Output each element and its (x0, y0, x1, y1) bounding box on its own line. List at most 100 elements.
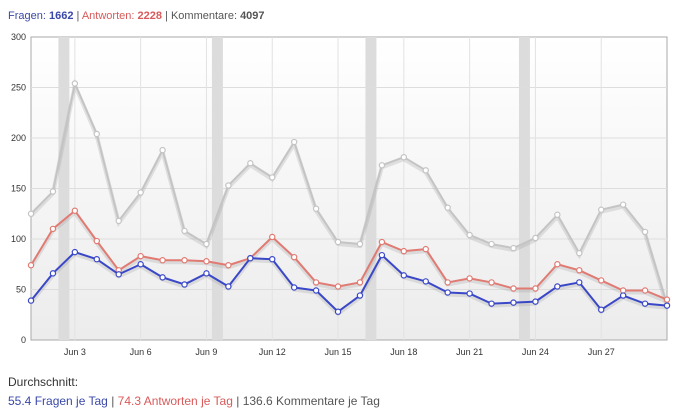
x-axis: Jun 3 Jun 6 Jun 9 Jun 12 Jun 15 Jun 18 Jun 21 J… (64, 347, 615, 357)
comments-point (269, 174, 276, 181)
questions-point (598, 306, 605, 313)
x-tick-label: Jun 21 (456, 347, 483, 357)
comments-point (71, 80, 79, 87)
questions-point (619, 292, 627, 299)
answers-line (30, 209, 668, 301)
comments-point (247, 160, 254, 167)
answers-point (554, 261, 561, 268)
answers-point (532, 285, 539, 292)
y-tick-label: 0 (21, 335, 26, 345)
answers-point (576, 267, 583, 274)
comments-point (510, 244, 517, 252)
questions-point (641, 300, 649, 307)
answers-point (49, 225, 57, 233)
answers-point (71, 207, 79, 214)
comments-point (576, 249, 583, 257)
y-tick-label: 150 (11, 184, 26, 194)
comments-point (532, 234, 539, 242)
answers-point (290, 253, 298, 261)
comments-label: Kommentare: (170, 10, 237, 22)
questions-point (49, 270, 57, 277)
grid-lines (31, 37, 667, 340)
separator: | (236, 394, 240, 408)
comments-point (422, 167, 429, 174)
questions-average: 55.4 Fragen je Tag (8, 394, 108, 408)
questions-point (400, 272, 408, 279)
x-tick-label: Jun 9 (195, 347, 217, 357)
questions-point (510, 299, 517, 306)
comments-point (27, 210, 35, 217)
comments-average: 136.6 Kommentare je Tag (242, 394, 380, 408)
questions-point (488, 300, 495, 307)
answers-point (356, 279, 364, 286)
questions-point (225, 283, 232, 290)
questions-total: 1662 (48, 10, 74, 22)
answers-label: Antworten: (81, 10, 135, 22)
questions-point (444, 289, 451, 296)
comments-point (466, 231, 473, 239)
answers-point (159, 257, 166, 264)
x-tick-label: Jun 24 (522, 347, 549, 357)
answers-point (181, 257, 188, 264)
x-tick-label: Jun 15 (325, 347, 352, 357)
questions-point (290, 284, 298, 291)
comments-point (378, 162, 386, 169)
x-tick-label: Jun 3 (64, 347, 86, 357)
comments-point (334, 238, 342, 246)
answers-point (510, 285, 517, 292)
answers-point (444, 279, 451, 286)
comments-point (137, 189, 144, 196)
questions-point (378, 251, 386, 259)
answers-point (27, 262, 35, 269)
questions-point (269, 255, 276, 263)
answers-point (269, 233, 276, 241)
answers-point (466, 275, 473, 282)
y-tick-label: 50 (16, 285, 26, 295)
questions-point (159, 274, 166, 281)
answers-point (422, 245, 429, 253)
questions-point (312, 287, 320, 294)
questions-label: Fragen: (8, 10, 46, 22)
answers-point (663, 296, 671, 303)
comments-line (30, 82, 668, 305)
questions-line (30, 251, 668, 313)
questions-point (115, 271, 122, 278)
separator: | (76, 10, 80, 22)
activity-line-chart: 0 50 100 150 200 250 300 Jun 3 Jun 6 Jun 9 Jun 12… (11, 32, 671, 357)
questions-point (93, 255, 100, 263)
averages-line: 55.4 Fragen je Tag | 74.3 Antworten je T… (8, 394, 380, 408)
x-tick-label: Jun 6 (130, 347, 152, 357)
comments-point (93, 130, 100, 138)
y-tick-label: 250 (11, 83, 26, 93)
answers-point (641, 287, 649, 294)
answers-point (619, 287, 627, 294)
comments-point (290, 138, 298, 146)
answers-point (225, 262, 232, 269)
questions-point (334, 308, 342, 315)
x-tick-label: Jun 18 (390, 347, 417, 357)
comments-point (49, 188, 57, 195)
questions-point (422, 278, 429, 285)
comments-point (619, 201, 627, 208)
comments-point (641, 228, 649, 236)
y-tick-label: 100 (11, 234, 26, 244)
x-tick-label: Jun 12 (259, 347, 286, 357)
questions-line-shadow (29, 251, 668, 317)
comments-point (356, 240, 364, 248)
series-lines (27, 78, 671, 317)
questions-point (466, 290, 473, 297)
y-axis: 0 50 100 150 200 250 300 (11, 32, 26, 345)
answers-point (334, 283, 342, 290)
answers-point (312, 279, 320, 286)
x-tick-label: Jun 27 (588, 347, 615, 357)
questions-point (247, 254, 254, 262)
answers-point (400, 247, 408, 255)
comments-total: 4097 (240, 10, 265, 22)
comments-point (181, 227, 188, 235)
separator: | (165, 10, 168, 22)
answers-point (203, 258, 210, 265)
questions-point (356, 292, 364, 299)
y-tick-label: 300 (11, 32, 26, 42)
comments-point (554, 211, 561, 218)
answers-point (378, 238, 386, 246)
